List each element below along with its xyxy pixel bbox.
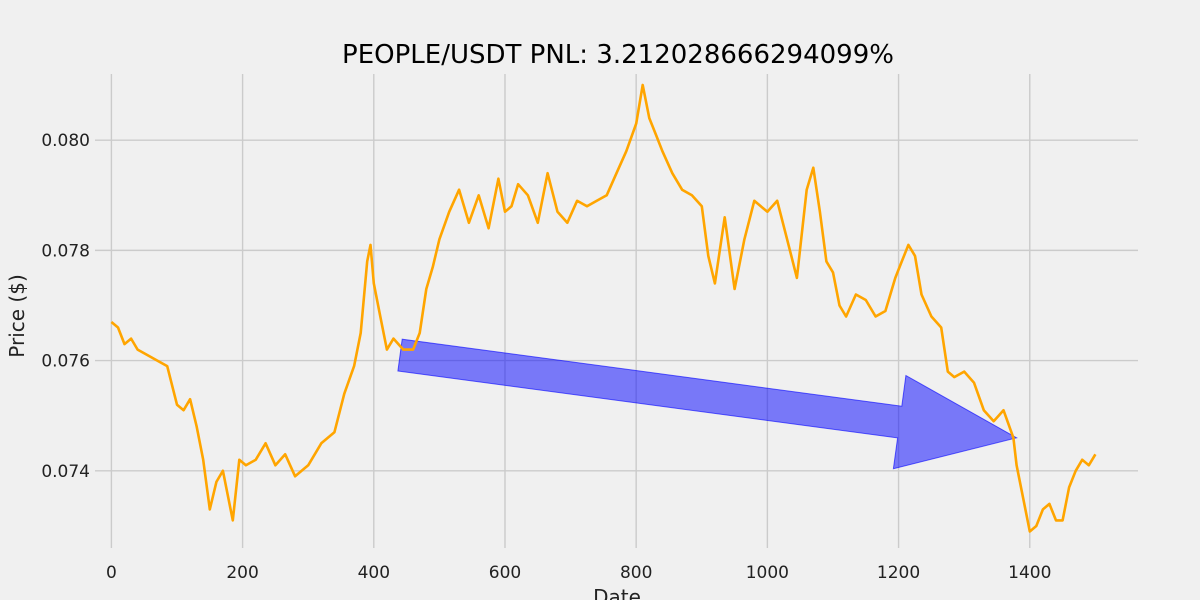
x-tick-label: 400 bbox=[358, 563, 390, 583]
gridlines bbox=[95, 74, 1138, 548]
x-tick-label: 1200 bbox=[877, 563, 920, 583]
x-tick-label: 1000 bbox=[746, 563, 789, 583]
y-tick-label: 0.074 bbox=[41, 462, 90, 482]
y-axis-label: Price ($) bbox=[5, 274, 29, 357]
x-axis-ticks: 0 200 400 600 800 1000 1200 1400 bbox=[106, 563, 1051, 583]
x-tick-label: 800 bbox=[620, 563, 652, 583]
y-tick-label: 0.080 bbox=[41, 131, 90, 151]
y-tick-label: 0.078 bbox=[41, 241, 90, 261]
y-tick-label: 0.076 bbox=[41, 352, 90, 372]
x-tick-label: 0 bbox=[106, 563, 117, 583]
price-line bbox=[110, 83, 1097, 533]
price-series bbox=[110, 83, 1097, 533]
chart-title: PEOPLE/USDT PNL: 3.212028666294099% bbox=[342, 40, 894, 70]
x-axis-label: Date bbox=[593, 585, 641, 600]
arrow-shape bbox=[397, 338, 1018, 470]
y-axis-ticks: 0.074 0.076 0.078 0.080 bbox=[41, 131, 90, 482]
x-tick-label: 600 bbox=[489, 563, 521, 583]
x-tick-label: 200 bbox=[226, 563, 258, 583]
trade-arrow-annotation bbox=[397, 338, 1018, 470]
x-tick-label: 1400 bbox=[1008, 563, 1051, 583]
